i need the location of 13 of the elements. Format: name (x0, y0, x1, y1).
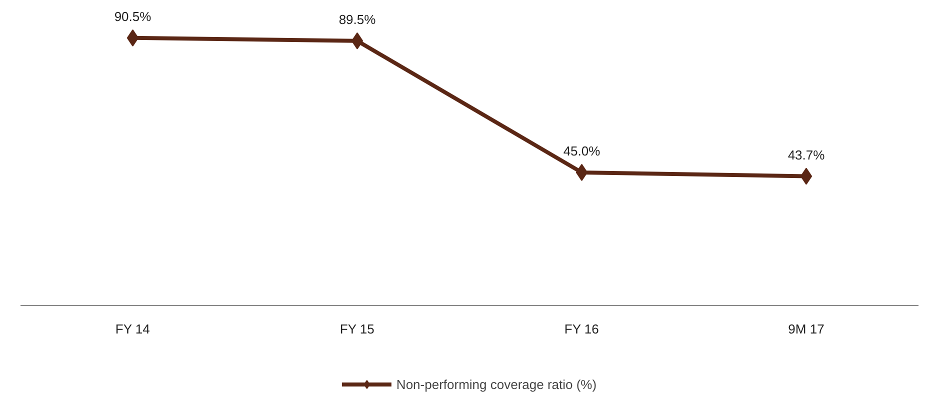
data-label: 90.5% (114, 8, 152, 24)
data-label: 45.0% (563, 143, 601, 158)
x-tick-label: FY 15 (340, 321, 374, 336)
point (351, 32, 364, 50)
legend-label: Non-performing coverage ratio (%) (396, 376, 597, 392)
data-label: 43.7% (788, 147, 826, 162)
x-tick-label: FY 16 (564, 321, 599, 336)
data-label: 89.5% (338, 12, 376, 27)
x-tick-label: 9M 17 (788, 321, 824, 336)
point (126, 29, 139, 46)
point (800, 168, 812, 185)
point (576, 164, 588, 181)
x-tick-label: FY 14 (115, 321, 150, 336)
